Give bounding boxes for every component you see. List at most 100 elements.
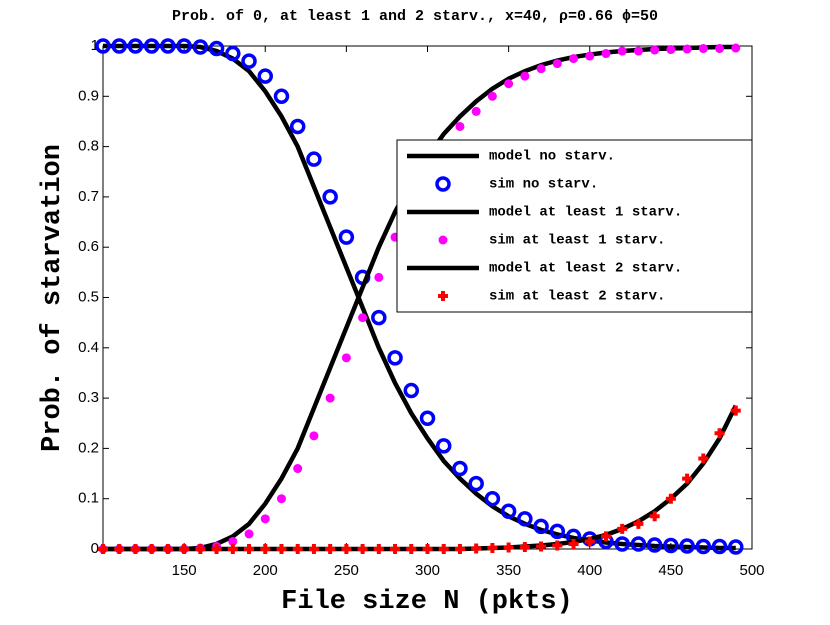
marker [500, 503, 517, 520]
marker [682, 44, 692, 54]
marker [387, 350, 403, 366]
marker [533, 518, 549, 535]
marker [176, 38, 192, 54]
marker [484, 490, 501, 507]
marker [471, 106, 481, 116]
marker [160, 38, 176, 54]
model-line [103, 404, 738, 552]
marker [273, 88, 290, 105]
marker [146, 544, 157, 554]
x-tick-label: 400 [577, 562, 602, 579]
marker [325, 393, 335, 403]
marker [228, 536, 238, 546]
marker [519, 541, 530, 552]
marker [114, 544, 125, 554]
marker [308, 544, 319, 554]
x-tick-label: 300 [415, 562, 440, 579]
marker [195, 544, 206, 554]
x-tick-label: 450 [658, 562, 683, 579]
marker [260, 544, 271, 554]
y-tick-label: 0.1 [78, 490, 99, 507]
marker [682, 473, 693, 484]
marker [357, 544, 368, 554]
marker [617, 523, 628, 534]
marker [714, 428, 725, 439]
marker [468, 475, 484, 492]
x-axis-label: File size N (pkts) [281, 587, 573, 617]
legend-label: sim at least 1 starv. [489, 233, 665, 249]
marker [276, 494, 286, 504]
legend-swatch [435, 176, 451, 192]
marker [715, 44, 725, 54]
x-tick-label: 250 [334, 562, 359, 579]
y-tick-label: 0.6 [78, 238, 99, 255]
marker [503, 542, 514, 553]
marker [403, 382, 420, 399]
x-tick-label: 200 [253, 562, 278, 579]
marker [225, 45, 241, 62]
marker [730, 405, 741, 416]
marker [452, 460, 468, 477]
marker [257, 68, 273, 84]
marker [517, 511, 533, 527]
marker [341, 544, 352, 554]
legend-label: model at least 2 starv. [489, 261, 682, 277]
marker [698, 44, 708, 54]
marker [338, 229, 355, 245]
x-tick-label: 500 [739, 562, 764, 579]
marker [666, 45, 676, 55]
marker [617, 46, 627, 56]
marker [276, 544, 287, 554]
marker [419, 410, 436, 426]
marker [289, 118, 306, 135]
marker [241, 53, 257, 69]
marker [422, 544, 433, 554]
marker [614, 536, 630, 552]
marker [244, 544, 255, 554]
marker [552, 59, 562, 69]
x-tick-label: 150 [172, 562, 197, 579]
y-tick-label: 0.4 [78, 339, 99, 356]
chart-title: Prob. of 0, at least 1 and 2 starv., x=4… [172, 8, 658, 25]
marker [438, 544, 449, 554]
marker [111, 38, 127, 54]
marker [455, 121, 465, 131]
legend-swatch [438, 291, 448, 301]
marker [504, 79, 514, 89]
marker [406, 544, 417, 554]
y-tick-label: 0.5 [78, 288, 99, 305]
legend-label: sim no starv. [489, 177, 598, 193]
y-tick-label: 0.2 [78, 439, 99, 456]
marker [292, 544, 303, 554]
marker [95, 38, 111, 54]
marker [227, 544, 238, 554]
marker [536, 541, 547, 552]
marker [630, 536, 647, 552]
marker [373, 544, 384, 554]
marker [728, 539, 744, 555]
marker [130, 544, 141, 554]
marker [309, 431, 319, 441]
marker [325, 544, 336, 554]
marker [487, 542, 498, 553]
marker [260, 514, 270, 524]
marker [293, 464, 303, 474]
marker [358, 313, 368, 323]
marker [211, 544, 222, 554]
marker [487, 91, 497, 101]
y-tick-label: 0.8 [78, 138, 99, 155]
x-tick-label: 350 [496, 562, 521, 579]
marker [143, 38, 160, 54]
marker [663, 537, 679, 554]
marker [584, 536, 595, 547]
marker [711, 538, 728, 555]
marker [585, 51, 595, 61]
y-tick-label: 0.7 [78, 188, 99, 205]
marker [649, 511, 660, 522]
y-tick-label: 0 [91, 540, 99, 557]
legend-label: model at least 1 starv. [489, 205, 682, 221]
legend-swatch [438, 235, 448, 245]
y-tick-label: 0.3 [78, 389, 99, 406]
model-line [103, 43, 736, 551]
